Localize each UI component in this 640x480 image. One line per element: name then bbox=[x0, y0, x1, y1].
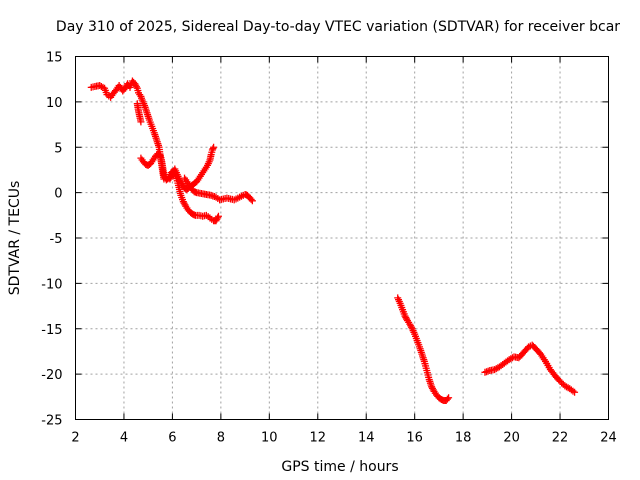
y-tick-label: 10 bbox=[46, 96, 63, 111]
data-point bbox=[179, 181, 187, 189]
data-point bbox=[214, 212, 222, 220]
x-tick-labels: 2 4 6 8 10 12 14 16 18 20 22 24 bbox=[71, 431, 616, 446]
x-tick-label: 12 bbox=[309, 431, 326, 446]
data-point bbox=[248, 197, 256, 205]
data-point bbox=[569, 387, 577, 395]
x-tick-label: 20 bbox=[503, 431, 520, 446]
series-track-1 bbox=[87, 77, 168, 183]
data-point bbox=[247, 195, 255, 203]
x-tick-label: 14 bbox=[358, 431, 375, 446]
data-point bbox=[131, 80, 139, 88]
data-point bbox=[407, 322, 415, 330]
chart-title: Day 310 of 2025, Sidereal Day-to-day VTE… bbox=[56, 19, 620, 35]
data-point bbox=[168, 172, 176, 180]
data-point bbox=[213, 215, 221, 223]
data-point bbox=[407, 323, 415, 331]
data-point bbox=[406, 320, 414, 328]
data-point bbox=[132, 83, 140, 91]
y-tick-label: -15 bbox=[41, 323, 62, 338]
data-point bbox=[214, 214, 222, 222]
x-tick-label: 16 bbox=[406, 431, 423, 446]
data-point bbox=[132, 81, 140, 89]
y-tick-label: -20 bbox=[41, 368, 62, 383]
x-tick-label: 6 bbox=[168, 431, 176, 446]
data-point bbox=[180, 199, 188, 207]
series-track-6 bbox=[394, 294, 453, 404]
series-track-2 bbox=[133, 100, 145, 126]
data-point bbox=[571, 388, 579, 396]
series-track-7 bbox=[481, 341, 579, 396]
data-point bbox=[443, 395, 451, 403]
data-point bbox=[178, 180, 186, 188]
x-tick-label: 8 bbox=[217, 431, 225, 446]
x-tick-label: 18 bbox=[455, 431, 472, 446]
data-point bbox=[402, 314, 410, 322]
x-tick-label: 10 bbox=[261, 431, 278, 446]
series-track-4 bbox=[166, 143, 218, 194]
y-tick-label: -5 bbox=[50, 232, 63, 247]
y-tick-label: -25 bbox=[41, 414, 62, 429]
data-point bbox=[212, 217, 220, 225]
y-tick-labels: -25 -20 -15 -10 -5 0 5 10 15 bbox=[41, 51, 62, 429]
data-point bbox=[166, 175, 174, 183]
series-track-5 bbox=[181, 174, 256, 205]
plot-frame bbox=[75, 56, 609, 420]
data-point bbox=[556, 377, 564, 385]
grid bbox=[75, 56, 609, 420]
data-point bbox=[428, 384, 436, 392]
data-point bbox=[401, 312, 409, 320]
y-axis-label: SDTVAR / TECUs bbox=[7, 181, 23, 296]
data-point bbox=[445, 394, 453, 402]
data-point bbox=[179, 198, 187, 206]
x-tick-label: 2 bbox=[71, 431, 79, 446]
x-axis-label: GPS time / hours bbox=[281, 459, 398, 475]
data-point bbox=[137, 118, 145, 126]
y-tick-label: -10 bbox=[41, 277, 62, 292]
y-tick-label: 15 bbox=[46, 51, 63, 66]
data-point bbox=[210, 143, 218, 151]
x-tick-label: 24 bbox=[600, 431, 617, 446]
data-point bbox=[167, 174, 175, 181]
x-tick-label: 22 bbox=[552, 431, 569, 446]
data-point bbox=[428, 383, 436, 391]
data-point bbox=[558, 379, 566, 387]
y-tick-label: 0 bbox=[54, 187, 62, 202]
data-series bbox=[87, 77, 579, 404]
x-tick-label: 4 bbox=[120, 431, 128, 446]
y-tick-label: 5 bbox=[54, 141, 62, 156]
data-point bbox=[121, 84, 129, 92]
